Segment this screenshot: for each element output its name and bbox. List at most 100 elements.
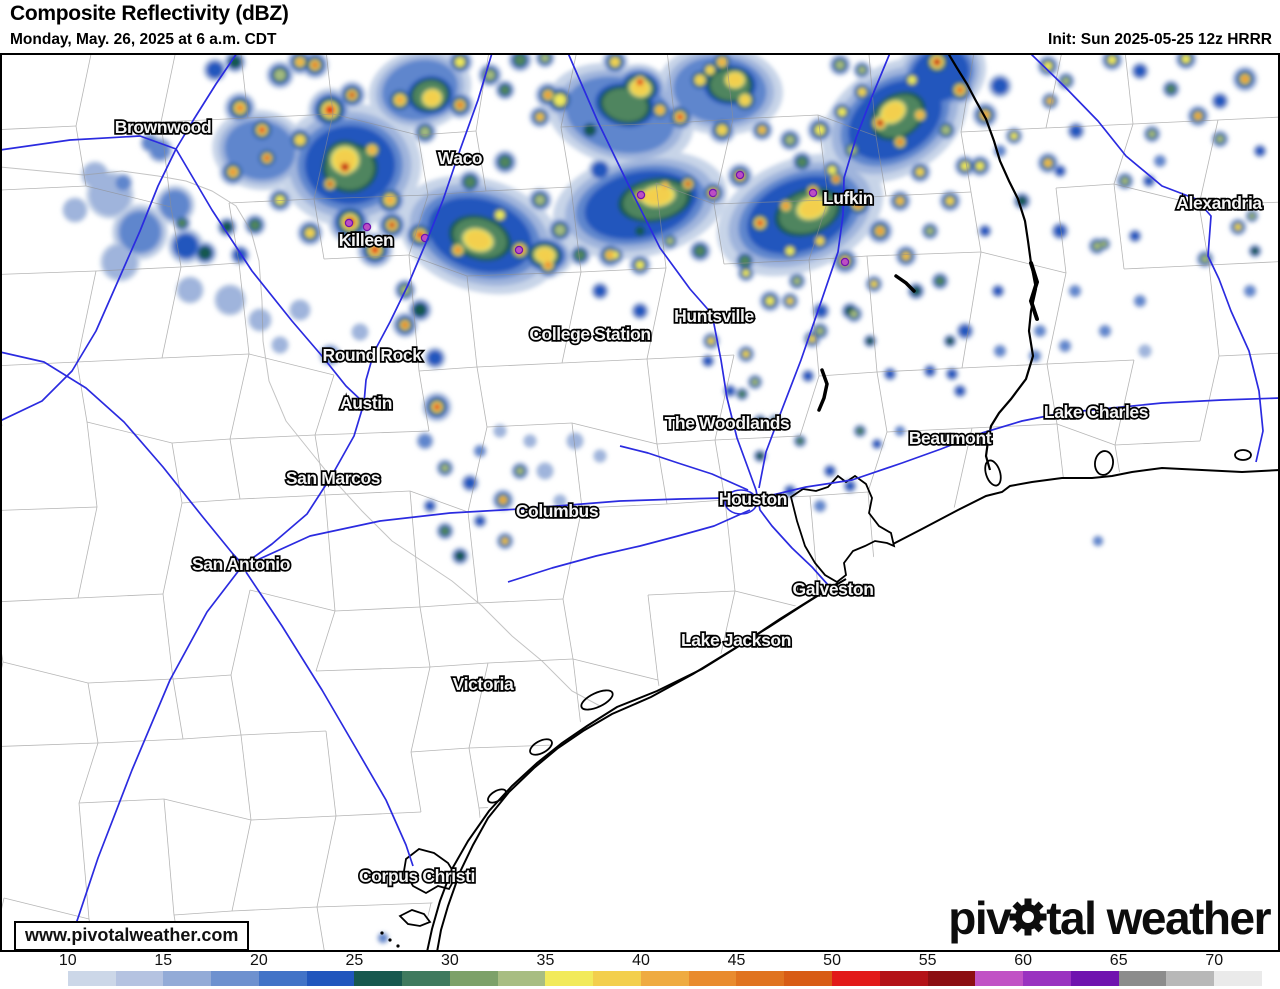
highway-line [567,53,830,587]
river-line [330,476,601,707]
colorbar-segment [163,971,212,986]
bay-outline [403,848,458,895]
highway-line [0,351,245,567]
colorbar-segment [688,971,737,986]
colorbar-tick: 35 [536,952,555,969]
city-label: Brownwood [115,117,212,137]
city-label: Lake Jackson [681,630,791,650]
city-label: College Station [529,324,650,344]
header: Composite Reflectivity (dBZ) Monday, May… [0,0,1280,53]
highway-line [0,135,177,151]
radar-map: Brownwood Waco Killeen Lufkin Alexandria Hunt… [0,53,1280,952]
colorbar-segment [736,971,785,986]
colorbar-segment [545,971,594,986]
colorbar-segment [1070,971,1119,986]
watermark-url[interactable]: www.pivotalweather.com [14,921,250,951]
logo-text-left: piv [948,892,1011,944]
highway-line [1029,53,1264,463]
colorbar-segment [927,971,976,986]
lake-line [894,274,916,293]
colorbar-segment [593,971,641,986]
colorbar-segment [306,971,355,986]
colorbar-segment [67,971,116,986]
pivotal-weather-logo: piv tal weather [948,888,1271,948]
city-labels-layer: Brownwood Waco Killeen Lufkin Alexandria Hunt… [113,115,1264,887]
highway-line [175,148,365,404]
island-dot [380,931,384,935]
lake-outline [984,459,1002,487]
highway-line [619,445,749,491]
island-dot [388,938,392,942]
city-label: Round Rock [322,345,422,365]
colorbar-segment [832,971,880,986]
city-label: San Marcos [286,468,381,488]
highway-line [245,571,414,867]
city-label: Alexandria [1176,193,1262,213]
city-label: Houston [719,489,787,509]
colorbar-segment [1166,971,1215,986]
colorbar-segment [1214,971,1262,986]
colorbar-tick: 10 [58,952,77,969]
lake-outline [1094,450,1114,476]
colorbar-segment [975,971,1024,986]
colorbar-tick: 65 [1109,952,1128,969]
radar-reflectivity-layer [62,53,1267,944]
colorbar-segment [211,971,259,986]
colorbar-segment [115,971,164,986]
island-dot [396,944,400,948]
highway-line [758,53,891,489]
colorbar-segment [497,971,546,986]
valid-time-label: Monday, May. 26, 2025 at 6 a.m. CDT [10,31,277,48]
city-label: The Woodlands [665,413,790,433]
city-label: Victoria [453,674,514,694]
map-canvas: Brownwood Waco Killeen Lufkin Alexandria Hunt… [0,53,1280,952]
colorbar-tick: 70 [1205,952,1224,969]
lake-outline [580,689,614,711]
colorbar-segment [784,971,833,986]
city-label: Huntsville [674,306,754,326]
page-title: Composite Reflectivity (dBZ) [10,2,289,25]
colorbar-tick: 45 [727,952,746,969]
colorbar-segment [449,971,498,986]
colorbar-tick: 50 [823,952,841,969]
colorbar-segment [640,971,689,986]
city-label: Lufkin [823,188,873,208]
highway-line [0,53,238,422]
colorbar-tick: 55 [918,952,937,969]
colorbar-segment [1023,971,1071,986]
city-label: Galveston [792,579,873,599]
highway-line [507,509,751,583]
colorbar-tick: 30 [441,952,459,969]
lake-outline [529,738,553,756]
city-label: Beaumont [909,428,992,448]
colorbar-tick-labels: 10 15 20 25 30 35 40 45 50 55 60 65 70 [20,952,1262,969]
highways-layer [0,53,1280,952]
coastline [892,466,1280,545]
coastline [436,582,839,952]
lake-outline [487,788,507,804]
colorbar-footer: 10 15 20 25 30 35 40 45 50 55 60 65 70 [0,952,1280,989]
city-label: Corpus Christi [359,866,475,886]
bay-outline [398,909,432,927]
colorbar-segment [402,971,450,986]
river-line [0,166,332,478]
lake-outline [1234,449,1252,461]
lake-line [1028,261,1040,321]
colorbar-segment [1118,971,1167,986]
logo-text-right: tal weather [1046,892,1271,944]
city-label: Waco [438,148,482,168]
bay-outline [789,474,896,584]
colorbar-tick: 15 [154,952,173,969]
colorbar-segment [354,971,403,986]
lake-line [817,368,829,412]
colorbar-tick: 60 [1014,952,1033,969]
city-label: Columbus [516,501,599,521]
city-label: Austin [340,393,392,413]
state-border-and-coast-layer [380,53,1280,952]
colorbar [20,971,1262,986]
colorbar-segment [20,971,68,986]
colorbar-tick: 40 [632,952,650,969]
model-init-label: Init: Sun 2025-05-25 12z HRRR [1048,31,1272,48]
highway-line [65,53,493,952]
